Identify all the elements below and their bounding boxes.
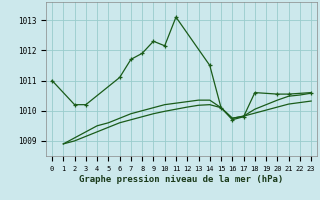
X-axis label: Graphe pression niveau de la mer (hPa): Graphe pression niveau de la mer (hPa) [79,174,284,184]
